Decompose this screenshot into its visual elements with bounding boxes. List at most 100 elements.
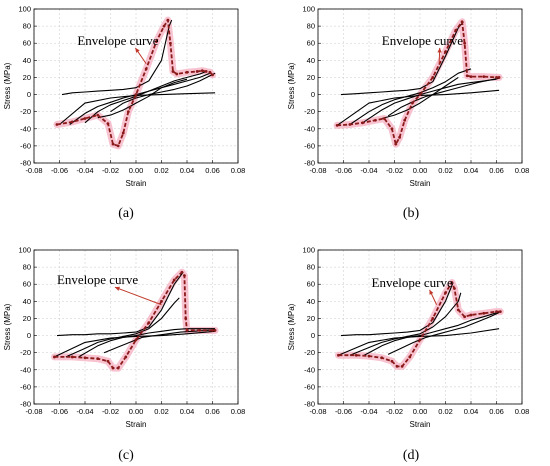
panel-caption: (b) <box>403 206 420 221</box>
envelope-point <box>124 355 128 359</box>
envelope-point <box>394 142 398 146</box>
envelope-point <box>195 70 199 73</box>
annotation-label: Envelope curve <box>57 272 138 287</box>
envelope-point <box>211 329 214 332</box>
y-tick-label: 40 <box>307 56 315 65</box>
hysteresis-curve <box>340 21 464 96</box>
x-tick-label: 0.08 <box>231 407 246 416</box>
y-tick-label: -20 <box>304 348 315 357</box>
x-tick-label: -0.08 <box>25 166 42 175</box>
x-tick-label: -0.08 <box>25 407 42 416</box>
annotation-arrowhead <box>114 286 120 291</box>
envelope-point <box>431 317 435 320</box>
annotation-label: Envelope curve <box>372 275 453 290</box>
plot-area <box>50 268 219 372</box>
y-axis-label: Stress (MPa) <box>3 62 12 109</box>
x-tick-label: 0.04 <box>180 407 195 416</box>
annotation-arrowhead <box>429 289 434 295</box>
panel-caption: (a) <box>118 206 134 221</box>
x-tick-label: -0.06 <box>335 407 352 416</box>
y-tick-label: -60 <box>20 141 31 150</box>
envelope-point <box>116 144 120 148</box>
envelope-point <box>208 70 212 74</box>
x-tick-label: -0.04 <box>360 166 377 175</box>
envelope-point <box>160 299 163 303</box>
x-tick-label: 0.02 <box>438 407 453 416</box>
envelope-point <box>116 366 120 370</box>
hysteresis-curve <box>381 76 459 120</box>
x-tick-label: 0.02 <box>154 407 169 416</box>
envelope-point <box>162 24 166 28</box>
envelope-point <box>497 76 501 79</box>
hysteresis-curve <box>69 72 211 125</box>
envelope-point <box>395 364 399 368</box>
envelope-point <box>184 317 188 320</box>
x-tick-label: 0.08 <box>231 166 246 175</box>
hysteresis-curve <box>78 328 216 358</box>
envelope-point <box>180 270 184 274</box>
chart-panel: -0.08 -0.06 -0.04 -0.02 0.00 0.02 0.04 0.06 0.08… <box>3 246 245 464</box>
y-axis-label: Stress (MPa) <box>3 303 12 350</box>
x-tick-label: 0.00 <box>413 407 428 416</box>
envelope-highlight <box>334 279 504 370</box>
hysteresis-curve <box>349 68 472 125</box>
y-tick-label: 100 <box>302 246 315 255</box>
envelope-point <box>418 338 422 342</box>
x-tick-label: -0.04 <box>360 407 377 416</box>
y-tick-label: 0 <box>311 331 315 340</box>
chart-panel: -0.08 -0.06 -0.04 -0.02 0.00 0.02 0.04 0.06 0.08… <box>3 5 245 222</box>
envelope-point <box>390 359 394 363</box>
panel-caption: (c) <box>118 448 134 463</box>
envelope-point <box>398 135 401 139</box>
hysteresis-curve <box>387 312 500 355</box>
envelope-point <box>147 321 151 325</box>
x-tick-label: -0.02 <box>386 407 403 416</box>
x-tick-label: -0.02 <box>102 407 119 416</box>
y-tick-label: 100 <box>302 5 315 14</box>
plot-area <box>334 279 504 370</box>
annotation-arrowhead <box>437 47 442 53</box>
y-tick-label: -40 <box>20 365 31 374</box>
envelope-point <box>111 366 115 370</box>
envelope-point <box>495 310 498 313</box>
envelope-point <box>361 121 365 125</box>
envelope-point <box>175 72 179 76</box>
y-axis-label: Stress (MPa) <box>287 303 296 350</box>
envelope-point <box>337 353 340 357</box>
x-tick-label: -0.04 <box>76 407 93 416</box>
envelope-point <box>198 329 202 332</box>
envelope-point <box>444 50 447 54</box>
envelope-point <box>169 41 172 45</box>
x-tick-label: 0.06 <box>489 407 504 416</box>
plot-area <box>53 16 216 150</box>
y-tick-label: 80 <box>307 22 315 31</box>
x-tick-label: 0.04 <box>180 166 195 175</box>
envelope-point <box>53 355 56 359</box>
y-tick-label: 80 <box>23 263 31 272</box>
hysteresis-curve <box>362 311 501 357</box>
y-tick-label: -40 <box>20 124 31 133</box>
y-tick-label: -60 <box>304 382 315 391</box>
envelope-point <box>354 353 358 357</box>
envelope-point <box>96 113 100 117</box>
x-tick-label: 0.06 <box>205 166 220 175</box>
y-tick-label: -60 <box>304 141 315 150</box>
envelope-point <box>453 287 456 290</box>
envelope-point <box>200 69 204 72</box>
annotation-arrowhead <box>135 47 140 53</box>
x-tick-label: 0.00 <box>129 407 144 416</box>
x-tick-label: 0.00 <box>129 166 144 175</box>
envelope-point <box>96 357 100 361</box>
envelope-point <box>460 20 464 24</box>
x-tick-label: 0.02 <box>438 166 453 175</box>
hysteresis-curve <box>97 78 188 119</box>
envelope-point <box>454 28 458 32</box>
envelope-point <box>126 110 130 114</box>
y-tick-label: -60 <box>20 382 31 391</box>
envelope-point <box>380 356 384 360</box>
y-tick-label: 20 <box>23 73 31 82</box>
y-tick-label: 100 <box>18 5 31 14</box>
x-tick-label: 0.04 <box>464 407 479 416</box>
hysteresis-curve <box>61 19 173 96</box>
envelope-point <box>469 75 473 78</box>
